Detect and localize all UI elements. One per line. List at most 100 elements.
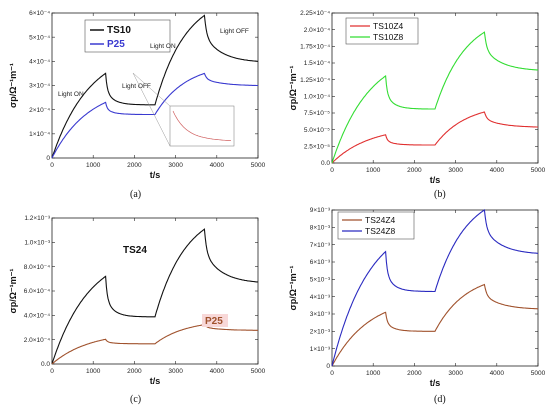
x-tick-label: 1000	[366, 370, 381, 377]
series-line-ts24z4	[331, 283, 538, 367]
x-tick-label: 5000	[251, 162, 266, 169]
y-axis-label: σp/Ω⁻¹m⁻¹	[288, 266, 298, 311]
x-axis-label: t/s	[150, 170, 161, 180]
legend-a: TS10 P25	[84, 19, 171, 53]
series-label-p25: P25	[205, 316, 223, 327]
x-tick-label: 0	[50, 368, 54, 375]
y-tick-label: 1.0×10⁻⁴	[304, 94, 330, 101]
y-tick-label: 1.75×10⁻⁴	[300, 44, 330, 51]
y-tick-label: 1.5×10⁻⁴	[304, 60, 330, 67]
x-tick-label: 0	[330, 370, 334, 377]
caption-d: (d)	[434, 394, 446, 405]
x-tick-label: 4000	[490, 370, 505, 377]
legend-box	[84, 19, 171, 53]
series-line-ts24	[51, 228, 259, 365]
annotation-light-off-1: Light OFF	[122, 83, 151, 90]
y-axis-label: σp/Ω⁻¹m⁻¹	[8, 269, 18, 314]
series-label-ts24: TS24	[123, 245, 147, 256]
inset	[132, 72, 235, 147]
y-tick-label: 2×10⁻³	[310, 329, 331, 336]
series-line-ts10z4	[331, 111, 538, 164]
series-line-p25	[51, 324, 258, 365]
y-tick-label: 7.5×10⁻⁵	[304, 110, 330, 117]
y-tick-label: 2.0×10⁻⁴	[24, 337, 50, 344]
x-tick-label: 2000	[407, 370, 422, 377]
y-tick-label: 5.0×10⁻⁵	[304, 127, 330, 134]
y-tick-label: 0	[326, 363, 330, 370]
x-tick-label: 3000	[168, 368, 183, 375]
y-tick-label: 4×10⁻⁴	[29, 59, 50, 66]
panel-d: 0 1000 2000 3000 4000 5000 0 1×10⁻³ 2×10⁻³ 3×10⁻³…	[288, 207, 546, 405]
panel-a: 0 1000 2000 3000 4000 5000 0 1×10⁻⁴ 2×10⁻⁴ 3×10⁻⁴…	[8, 10, 266, 200]
y-tick-label: 6.0×10⁻⁴	[24, 288, 50, 295]
x-tick-label: 4000	[490, 167, 505, 174]
panel-b: 0 1000 2000 3000 4000 5000 0.0 2.5×10⁻⁵ 5.0×10⁻⁵…	[288, 10, 546, 200]
x-tick-label: 5000	[251, 368, 266, 375]
legend-d: TS24Z4 TS24Z8	[337, 211, 415, 240]
x-tick-label: 1000	[86, 162, 101, 169]
series-line-ts10z8	[331, 31, 539, 164]
y-tick-label: 4×10⁻³	[310, 294, 331, 301]
caption-b: (b)	[434, 189, 446, 200]
y-tick-label: 8.0×10⁻⁴	[24, 264, 50, 271]
y-tick-label: 4.0×10⁻⁴	[24, 313, 50, 320]
y-tick-label: 1.2×10⁻³	[24, 215, 50, 222]
legend-label-ts10z4: TS10Z4	[373, 21, 404, 31]
y-tick-label: 1×10⁻³	[310, 346, 331, 353]
y-tick-label: 0.0	[41, 361, 50, 368]
caption-c: (c)	[130, 394, 141, 405]
x-axis-label: t/s	[430, 175, 441, 185]
series-line-ts24z8	[331, 208, 538, 367]
x-tick-label: 5000	[531, 167, 546, 174]
x-tick-label: 5000	[531, 370, 546, 377]
x-tick-label: 2000	[127, 368, 142, 375]
legend-label-ts10: TS10	[107, 25, 131, 36]
x-tick-label: 3000	[168, 162, 183, 169]
y-tick-label: 3×10⁻⁴	[29, 83, 50, 90]
legend-label-p25: P25	[107, 39, 125, 50]
caption-a: (a)	[130, 189, 141, 200]
x-tick-label: 2000	[407, 167, 422, 174]
x-tick-label: 3000	[448, 167, 463, 174]
y-tick-label: 0	[46, 155, 50, 162]
plot-frame	[331, 12, 539, 164]
legend-box	[345, 17, 419, 45]
x-tick-label: 2000	[127, 162, 142, 169]
legend-box	[337, 211, 415, 240]
x-axis-label: t/s	[430, 378, 441, 388]
panel-c: 0 1000 2000 3000 4000 5000 0.0 2.0×10⁻⁴ 4.0×10⁻⁴…	[8, 215, 266, 405]
y-tick-label: 2×10⁻⁴	[29, 107, 50, 114]
y-tick-label: 1.0×10⁻³	[24, 240, 50, 247]
inset-pointer-line-bottom	[132, 72, 171, 147]
legend-label-ts24z4: TS24Z4	[365, 215, 396, 225]
y-tick-label: 8×10⁻³	[310, 225, 331, 232]
y-tick-label: 9×10⁻³	[310, 207, 331, 214]
inset-pointer-line-top	[132, 72, 171, 107]
y-axis-label: σp/Ω⁻¹m⁻¹	[288, 66, 298, 111]
y-tick-label: 1×10⁻⁴	[29, 131, 50, 138]
plot-frame	[331, 209, 539, 367]
y-tick-label: 0.0	[321, 160, 330, 167]
annotation-light-on-2: Light ON	[150, 43, 176, 50]
plot-frame	[51, 217, 259, 365]
x-tick-label: 0	[330, 167, 334, 174]
y-tick-label: 5×10⁻³	[310, 277, 331, 284]
y-tick-label: 5×10⁻⁴	[29, 34, 50, 41]
y-tick-label: 6×10⁻⁴	[29, 10, 50, 17]
y-tick-label: 3×10⁻³	[310, 311, 331, 318]
y-tick-label: 2.5×10⁻⁵	[304, 144, 330, 151]
y-tick-label: 6×10⁻³	[310, 259, 331, 266]
annotation-light-off-2: Light OFF	[220, 28, 249, 35]
series-label-p25-highlight	[202, 314, 228, 327]
legend-label-ts10z8: TS10Z8	[373, 32, 404, 42]
x-tick-label: 1000	[366, 167, 381, 174]
x-tick-label: 4000	[210, 162, 225, 169]
x-axis-label: t/s	[150, 376, 161, 386]
legend-label-ts24z8: TS24Z8	[365, 226, 396, 236]
y-tick-label: 2.0×10⁻⁴	[304, 27, 330, 34]
inset-box	[169, 105, 235, 147]
y-tick-label: 7×10⁻³	[310, 242, 331, 249]
y-tick-label: 2.25×10⁻⁴	[300, 10, 330, 17]
x-tick-label: 3000	[448, 370, 463, 377]
